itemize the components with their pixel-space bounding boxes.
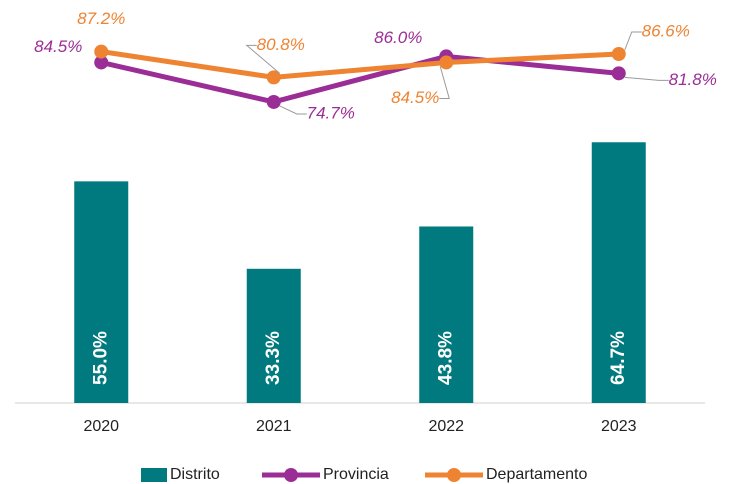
x-tick-label: 2023 (601, 418, 637, 435)
line-value-label: 86.0% (374, 28, 422, 47)
bar (419, 226, 474, 403)
marker (266, 70, 281, 85)
line-value-label: 86.6% (642, 21, 690, 40)
marker (611, 47, 626, 62)
leader-line (279, 105, 307, 115)
legend-swatch (141, 468, 167, 482)
marker (94, 55, 109, 70)
leader-line (624, 31, 642, 51)
x-tick-label: 2022 (428, 418, 464, 435)
bar-value-label: 55.0% (90, 331, 111, 385)
line-value-label: 74.7% (307, 103, 355, 122)
legend-label: Distrito (170, 466, 220, 483)
leader-line (624, 76, 669, 81)
legend-label: Departamento (486, 466, 587, 483)
line-value-label: 84.5% (34, 37, 82, 56)
legend-swatch (284, 468, 298, 482)
line (100, 53, 619, 105)
line (100, 49, 619, 80)
bar (591, 142, 646, 403)
x-tick-label: 2020 (83, 418, 119, 435)
leader-line (439, 66, 450, 99)
bar (74, 181, 129, 403)
bar-value-label: 33.3% (263, 331, 284, 385)
marker (94, 44, 109, 59)
legend-label: Provincia (323, 466, 389, 483)
line-value-label: 84.5% (391, 88, 439, 107)
line-value-label: 87.2% (77, 9, 125, 28)
line-value-label: 80.8% (257, 35, 305, 54)
marker (611, 66, 626, 81)
marker (439, 55, 454, 70)
bar-value-label: 43.8% (435, 331, 456, 385)
legend-swatch (447, 468, 461, 482)
leader-line (245, 44, 281, 74)
line-value-label: 81.8% (669, 70, 717, 89)
x-tick-label: 2021 (256, 418, 292, 435)
marker (266, 94, 281, 109)
bar (246, 268, 301, 403)
bar-value-label: 64.7% (608, 331, 629, 385)
